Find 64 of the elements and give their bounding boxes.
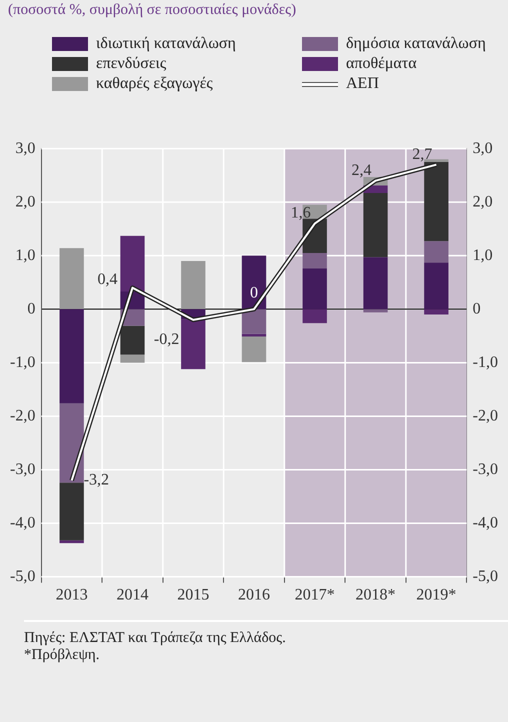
bar — [120, 354, 145, 363]
x-tick-label: 2017* — [294, 586, 335, 604]
bar — [120, 236, 145, 292]
legend-label: δημόσια κατανάλωση — [346, 35, 486, 53]
bar — [363, 309, 388, 312]
y-tick-label: -2,0 — [10, 407, 36, 424]
x-tick-label: 2019* — [416, 586, 456, 604]
legend-label: ιδιωτική κατανάλωση — [96, 35, 236, 53]
bar — [424, 162, 448, 242]
bar — [424, 241, 448, 263]
y2-tick-label: -5,0 — [472, 568, 498, 586]
legend-label: καθαρές εξαγωγές — [96, 75, 213, 93]
y-tick-label: -5,0 — [10, 568, 36, 586]
y-tick-label: -4,0 — [10, 514, 36, 532]
y2-tick-label: -4,0 — [472, 514, 498, 532]
bar — [120, 326, 145, 355]
bar — [242, 336, 266, 362]
data-label: 0,4 — [97, 270, 118, 288]
bar — [242, 309, 266, 334]
bar — [424, 262, 448, 310]
y-tick-label: -3,0 — [10, 460, 36, 478]
y2-tick-label: 0 — [472, 300, 481, 318]
legend-label: αποθέματα — [346, 55, 417, 73]
data-label: 2,7 — [412, 146, 432, 163]
y2-tick-label: 1,0 — [472, 246, 493, 264]
bar — [181, 319, 206, 370]
bar — [302, 268, 327, 310]
x-tick-label: 2014 — [116, 586, 148, 604]
x-tick-label: 2016 — [238, 586, 270, 604]
y2-tick-label: 2,0 — [472, 193, 493, 210]
bar — [60, 403, 84, 483]
x-tick-label: 2015 — [177, 586, 210, 604]
bar — [242, 334, 266, 336]
bar — [363, 193, 388, 258]
bar — [60, 309, 84, 404]
y2-tick-label: -1,0 — [472, 354, 498, 371]
bar — [60, 482, 84, 540]
bar — [302, 309, 327, 324]
y-tick-label: 0 — [27, 300, 36, 318]
y2-tick-label: 3,0 — [472, 140, 493, 157]
y2-tick-label: -3,0 — [472, 460, 498, 478]
y-tick-label: 3,0 — [15, 140, 36, 157]
data-label: 1,6 — [290, 204, 311, 222]
text: *Πρόβλεψη. — [24, 647, 101, 664]
legend-label: ΑΕΠ — [346, 75, 379, 93]
data-label: -0,2 — [154, 331, 180, 348]
y-tick-label: 1,0 — [15, 246, 36, 264]
data-label: -3,2 — [84, 472, 110, 489]
bar — [302, 252, 327, 268]
data-label: 0 — [250, 284, 258, 302]
text: Πηγές: ΕΛΣΤΑΤ και Τράπεζα της Ελλάδος. — [24, 630, 287, 647]
legend-label: επενδύσεις — [96, 55, 166, 73]
x-tick-label: 2013 — [56, 586, 88, 604]
x-tick-label: 2018* — [356, 586, 396, 604]
data-label: 2,4 — [352, 162, 372, 179]
bar — [60, 248, 84, 310]
chart-subtitle: (ποσοστά %, συμβολή σε ποσοστιαίες μονάδες) — [7, 1, 298, 20]
y2-tick-label: -2,0 — [472, 407, 498, 424]
bar — [60, 540, 84, 544]
y-tick-label: -1,0 — [10, 354, 36, 371]
y-tick-label: 2,0 — [15, 193, 36, 210]
bar — [424, 309, 448, 315]
bar — [181, 261, 206, 310]
bar — [363, 257, 388, 310]
